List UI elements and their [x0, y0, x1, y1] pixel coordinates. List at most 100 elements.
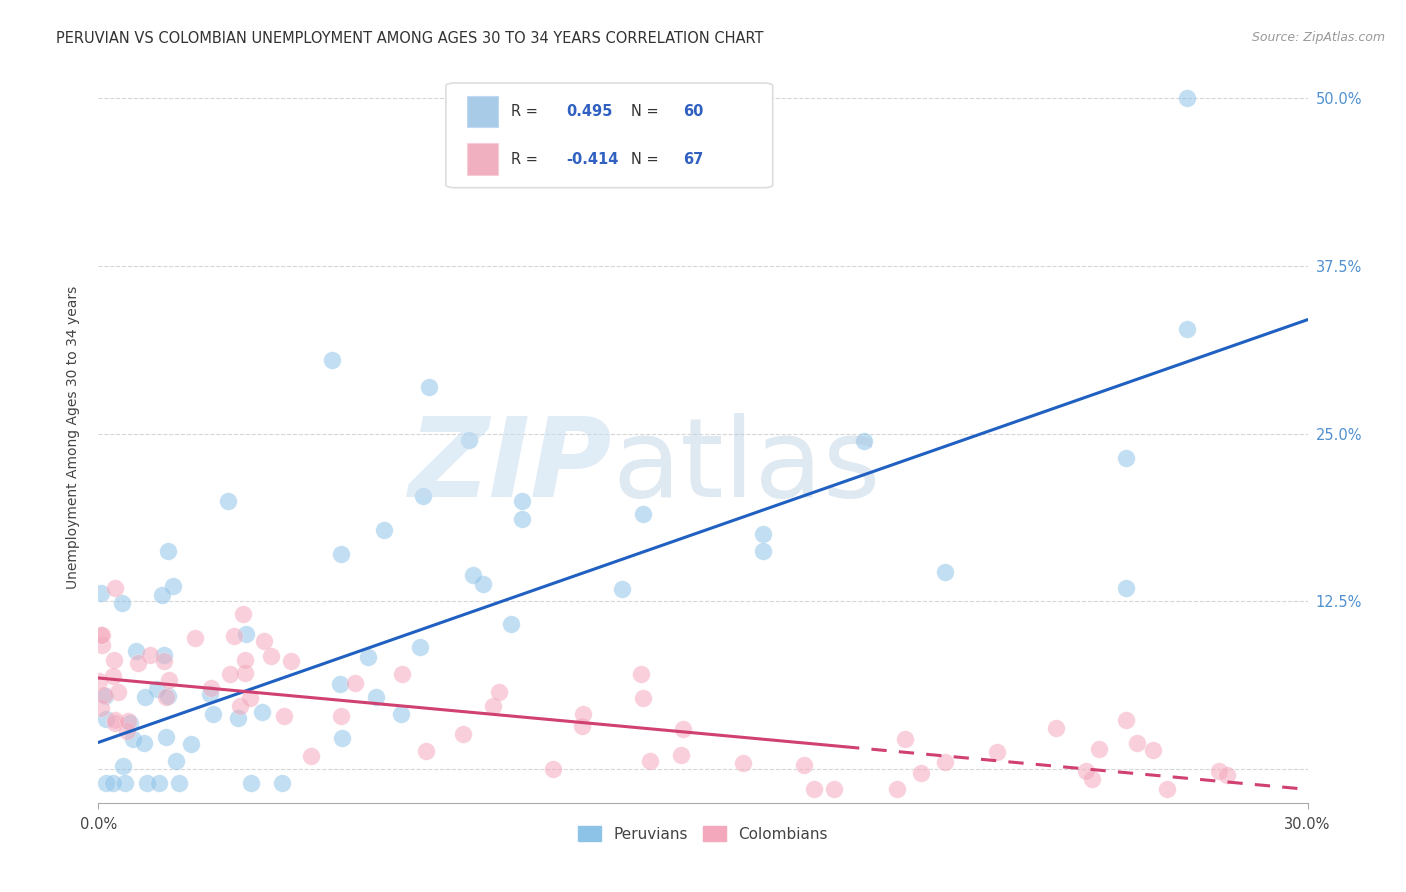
- Point: [631, 508, 654, 522]
- Point: [572, 706, 595, 721]
- Point: [91, 628, 114, 642]
- Point: [219, 667, 242, 681]
- Point: [672, 722, 695, 736]
- Point: [1156, 782, 1178, 797]
- Point: [235, 626, 257, 640]
- Point: [134, 690, 156, 704]
- Point: [409, 640, 432, 654]
- Point: [201, 706, 224, 721]
- Point: [253, 634, 276, 648]
- Point: [260, 648, 283, 663]
- Point: [153, 655, 176, 669]
- Point: [273, 709, 295, 723]
- Point: [217, 494, 239, 508]
- Point: [229, 698, 252, 713]
- Point: [1081, 772, 1104, 786]
- Point: [90, 639, 112, 653]
- Point: [1142, 742, 1164, 756]
- Point: [145, 681, 167, 696]
- Point: [167, 775, 190, 789]
- Point: [184, 631, 207, 645]
- Point: [127, 656, 149, 670]
- Point: [499, 617, 522, 632]
- Point: [125, 644, 148, 658]
- Point: [803, 782, 825, 797]
- Point: [155, 730, 177, 744]
- Point: [101, 669, 124, 683]
- Point: [1045, 721, 1067, 735]
- Point: [329, 677, 352, 691]
- Point: [630, 667, 652, 681]
- Point: [135, 775, 157, 789]
- Point: [458, 434, 481, 448]
- Point: [1175, 91, 1198, 105]
- Point: [893, 732, 915, 747]
- Point: [117, 714, 139, 728]
- Point: [104, 715, 127, 730]
- Point: [139, 648, 162, 663]
- Point: [418, 380, 440, 394]
- Point: [934, 755, 956, 769]
- Point: [233, 652, 256, 666]
- Point: [471, 577, 494, 591]
- Point: [233, 665, 256, 680]
- Point: [482, 699, 505, 714]
- Point: [488, 685, 510, 699]
- Point: [165, 754, 187, 768]
- Point: [107, 685, 129, 699]
- Point: [631, 691, 654, 706]
- Point: [853, 434, 876, 448]
- Point: [389, 707, 412, 722]
- Point: [93, 688, 115, 702]
- Point: [270, 775, 292, 789]
- Point: [391, 667, 413, 681]
- Point: [463, 568, 485, 582]
- Point: [1208, 764, 1230, 778]
- Point: [89, 674, 111, 689]
- Point: [571, 719, 593, 733]
- Point: [510, 493, 533, 508]
- Point: [364, 690, 387, 704]
- Point: [541, 762, 564, 776]
- Point: [910, 766, 932, 780]
- Point: [89, 628, 111, 642]
- Point: [90, 700, 112, 714]
- Point: [252, 705, 274, 719]
- Point: [886, 782, 908, 797]
- Point: [1126, 736, 1149, 750]
- Text: PERUVIAN VS COLOMBIAN UNEMPLOYMENT AMONG AGES 30 TO 34 YEARS CORRELATION CHART: PERUVIAN VS COLOMBIAN UNEMPLOYMENT AMONG…: [56, 31, 763, 46]
- Point: [104, 582, 127, 596]
- Point: [90, 586, 112, 600]
- Point: [148, 775, 170, 789]
- Point: [222, 629, 245, 643]
- Point: [110, 596, 132, 610]
- Point: [103, 653, 125, 667]
- Point: [823, 782, 845, 797]
- Text: ZIP: ZIP: [409, 413, 613, 520]
- Point: [330, 731, 353, 745]
- Point: [101, 775, 124, 789]
- Point: [104, 713, 127, 727]
- Point: [198, 687, 221, 701]
- Point: [153, 648, 176, 663]
- Point: [752, 544, 775, 558]
- Text: Source: ZipAtlas.com: Source: ZipAtlas.com: [1251, 31, 1385, 45]
- Point: [157, 673, 180, 687]
- Point: [226, 711, 249, 725]
- Point: [1216, 767, 1239, 781]
- Point: [115, 724, 138, 739]
- Y-axis label: Unemployment Among Ages 30 to 34 years: Unemployment Among Ages 30 to 34 years: [66, 285, 80, 589]
- Point: [94, 712, 117, 726]
- Point: [451, 727, 474, 741]
- Point: [1115, 581, 1137, 595]
- Point: [612, 582, 634, 596]
- Point: [111, 759, 134, 773]
- Point: [510, 511, 533, 525]
- Point: [329, 547, 352, 561]
- Point: [934, 566, 956, 580]
- Point: [752, 527, 775, 541]
- Point: [1175, 322, 1198, 336]
- Point: [150, 588, 173, 602]
- Legend: Peruvians, Colombians: Peruvians, Colombians: [572, 820, 834, 847]
- Point: [733, 756, 755, 771]
